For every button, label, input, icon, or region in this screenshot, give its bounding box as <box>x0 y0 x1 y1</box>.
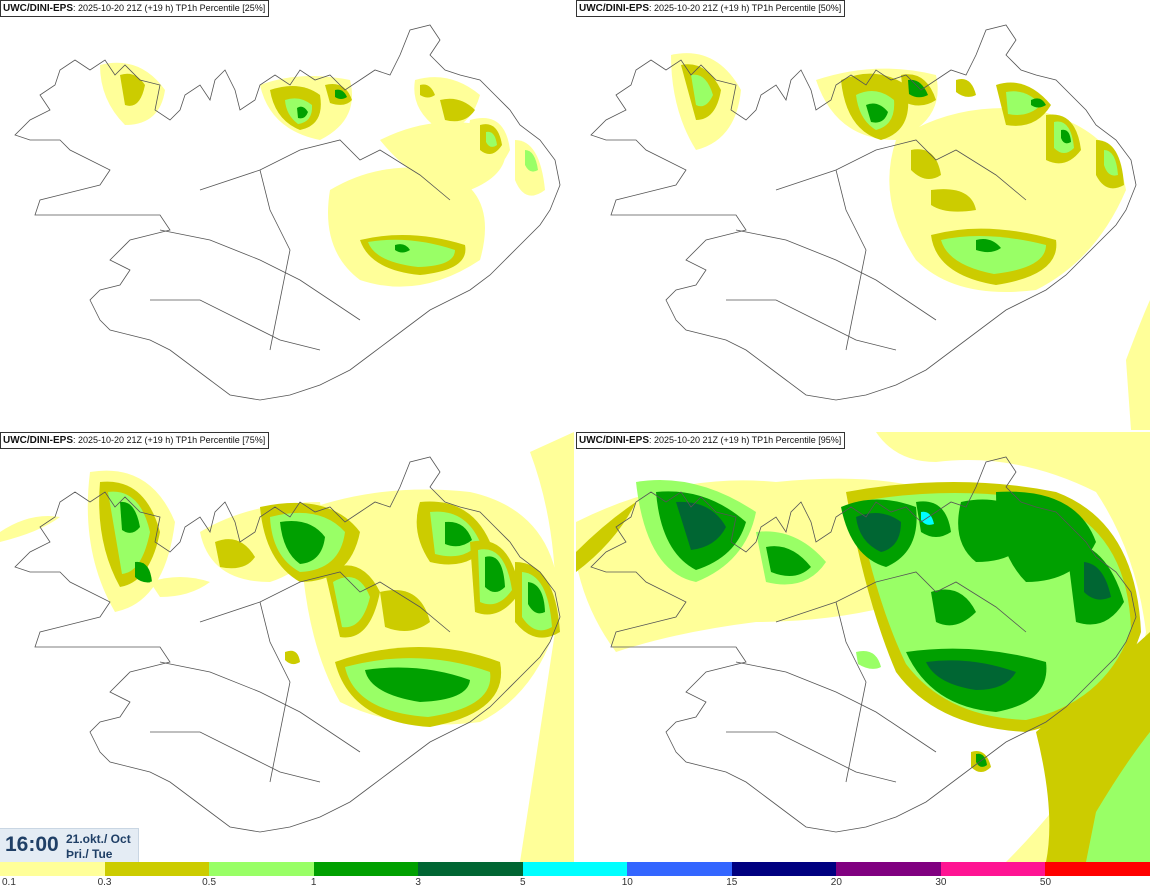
panel-title: UWC/DINI-EPS: 2025-10-20 21Z (+19 h) TP1… <box>576 432 846 449</box>
map-panel-p75: UWC/DINI-EPS: 2025-10-20 21Z (+19 h) TP1… <box>0 432 574 862</box>
legend-swatch <box>313 862 419 876</box>
map-panel-p25: UWC/DINI-EPS: 2025-10-20 21Z (+19 h) TP1… <box>0 0 574 430</box>
model-name: UWC/DINI-EPS <box>579 3 649 14</box>
legend-swatch <box>0 862 105 876</box>
field-name: TP1h Percentile [95%] <box>751 435 842 445</box>
legend-tick-label: 30 <box>935 877 947 888</box>
legend-swatch <box>104 862 210 876</box>
valid-date: 21.okt./ Oct <box>66 832 131 846</box>
precip-map <box>576 432 1150 862</box>
field-name: TP1h Percentile [25%] <box>175 3 266 13</box>
legend-tick-label: 3 <box>415 877 421 888</box>
panel-divider-horizontal <box>0 430 1150 432</box>
legend-swatch <box>209 862 314 876</box>
model-name: UWC/DINI-EPS <box>579 435 649 446</box>
legend-tick-label: 10 <box>621 877 633 888</box>
precip-field <box>671 53 1150 430</box>
legend-tick-label: 1 <box>310 877 317 888</box>
legend-swatch <box>1045 862 1150 876</box>
run-info: : 2025-10-20 21Z (+19 h) <box>649 3 750 13</box>
legend-color-bar <box>0 862 1150 876</box>
precip-map <box>590 24 1150 430</box>
valid-time-box: 16:00 21.okt./ Oct Þri./ Tue <box>0 828 139 863</box>
precip-field <box>100 62 545 287</box>
legend-swatch <box>418 862 523 876</box>
valid-weekday: Þri./ Tue <box>66 847 113 861</box>
precip-map <box>14 24 561 401</box>
color-legend: 0.1 0.3 0.5 1 3 5 10 15 20 30 50 <box>0 862 1150 891</box>
legend-tick-label: 15 <box>726 877 738 888</box>
precip-field <box>576 432 1150 862</box>
panel-title: UWC/DINI-EPS: 2025-10-20 21Z (+19 h) TP1… <box>576 0 846 17</box>
coastline <box>590 24 1137 401</box>
run-info: : 2025-10-20 21Z (+19 h) <box>73 3 174 13</box>
legend-swatch <box>836 862 941 876</box>
legend-tick-label: 0.5 <box>202 877 217 888</box>
panel-title: UWC/DINI-EPS: 2025-10-20 21Z (+19 h) TP1… <box>0 0 270 17</box>
legend-tick-label: 0.3 <box>97 877 112 888</box>
legend-tick-label: 0.1 <box>2 877 16 888</box>
run-info: : 2025-10-20 21Z (+19 h) <box>73 435 174 445</box>
coastline <box>590 456 1137 833</box>
field-name: TP1h Percentile [75%] <box>175 435 266 445</box>
model-name: UWC/DINI-EPS <box>3 435 73 446</box>
field-name: TP1h Percentile [50%] <box>751 3 842 13</box>
map-panel-p95: UWC/DINI-EPS: 2025-10-20 21Z (+19 h) TP1… <box>576 432 1150 862</box>
legend-swatch <box>627 862 732 876</box>
panel-title: UWC/DINI-EPS: 2025-10-20 21Z (+19 h) TP1… <box>0 432 270 449</box>
legend-tick-label: 5 <box>519 877 526 888</box>
legend-swatch <box>731 862 837 876</box>
map-panel-p50: UWC/DINI-EPS: 2025-10-20 21Z (+19 h) TP1… <box>576 0 1150 430</box>
run-info: : 2025-10-20 21Z (+19 h) <box>649 435 750 445</box>
valid-time: 16:00 <box>5 833 59 856</box>
legend-tick-label: 20 <box>830 877 842 888</box>
precip-field <box>0 432 574 862</box>
precip-map <box>0 432 574 862</box>
model-name: UWC/DINI-EPS <box>3 3 73 14</box>
legend-swatch <box>940 862 1046 876</box>
legend-tick-label: 50 <box>1039 877 1052 888</box>
legend-swatch <box>522 862 628 876</box>
coastline <box>14 24 561 401</box>
coastline <box>14 456 561 833</box>
